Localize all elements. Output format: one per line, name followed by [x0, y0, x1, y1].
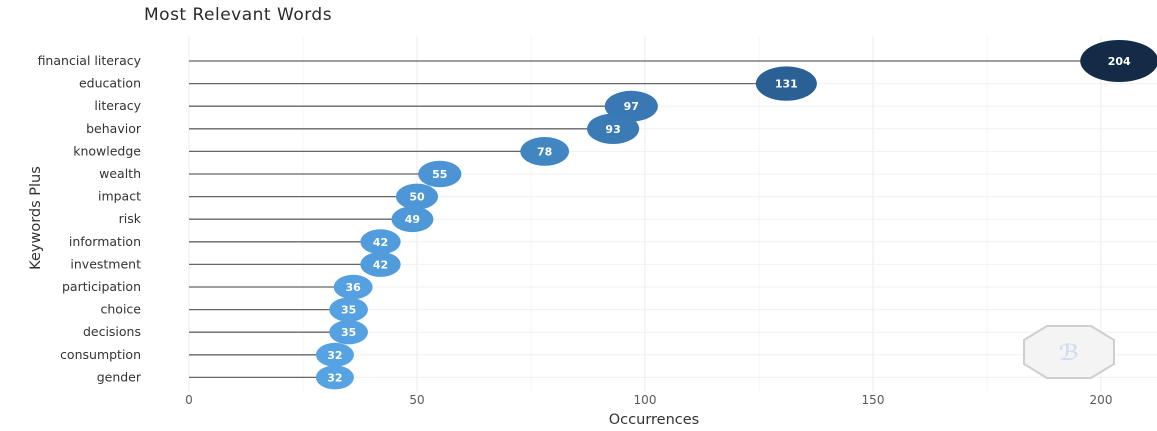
data-point-bubble[interactable]	[1080, 40, 1157, 82]
data-value-label: 42	[373, 258, 388, 271]
y-category-label: information	[69, 234, 141, 249]
y-category-label: consumption	[60, 347, 141, 362]
data-point-bubble[interactable]	[520, 136, 570, 166]
data-value-label: 35	[341, 326, 356, 339]
data-point-bubble[interactable]	[329, 320, 368, 345]
data-value-label: 35	[341, 304, 356, 317]
y-category-label: literacy	[94, 98, 141, 113]
stem-layer	[189, 60, 1120, 379]
y-category-label: financial literacy	[38, 53, 142, 68]
data-value-label: 93	[605, 123, 620, 136]
y-category-label: gender	[97, 369, 142, 384]
data-value-label: 36	[346, 281, 362, 294]
data-point-bubble[interactable]	[418, 160, 462, 188]
bibliometrix-hexagon-logo-icon: ℬ	[1023, 325, 1115, 379]
data-value-label: 97	[624, 100, 639, 113]
data-point-bubble[interactable]	[586, 113, 640, 144]
x-tick-label: 150	[862, 393, 885, 407]
data-point-bubble[interactable]	[315, 342, 354, 367]
y-category-label: risk	[119, 211, 142, 226]
x-tick-label: 0	[185, 393, 193, 407]
data-value-label: 131	[775, 78, 798, 91]
label-layer: 0 50 100 150 200 204 financial literacy 131 educ…	[38, 53, 1132, 407]
y-category-label: decisions	[83, 324, 141, 339]
x-tick-label: 50	[409, 393, 424, 407]
data-point-bubble[interactable]	[391, 206, 434, 233]
data-value-label: 32	[327, 349, 342, 362]
x-axis-title: Occurrences	[609, 412, 699, 428]
y-category-label: choice	[101, 302, 142, 317]
y-category-label: knowledge	[73, 143, 141, 158]
data-point-bubble[interactable]	[315, 365, 354, 390]
y-category-label: behavior	[86, 121, 142, 136]
data-point-bubble[interactable]	[755, 66, 817, 101]
y-category-label: investment	[70, 256, 141, 271]
y-category-label: wealth	[99, 166, 141, 181]
data-point-bubble[interactable]	[395, 183, 439, 210]
data-point-bubble[interactable]	[360, 229, 401, 255]
data-point-bubble[interactable]	[329, 297, 368, 322]
svg-text:ℬ: ℬ	[1059, 341, 1079, 366]
data-value-label: 204	[1108, 55, 1131, 68]
chart-title: Most Relevant Words	[144, 5, 333, 25]
x-tick-label: 200	[1090, 393, 1113, 407]
data-point-bubble[interactable]	[360, 251, 401, 277]
data-value-label: 49	[405, 213, 420, 226]
y-axis-title: Keywords Plus	[28, 166, 44, 270]
data-value-label: 50	[409, 191, 425, 204]
y-category-label: education	[79, 76, 141, 91]
bubble-layer	[315, 40, 1157, 390]
x-tick-label: 100	[634, 393, 657, 407]
y-category-label: participation	[62, 279, 141, 294]
y-category-label: impact	[98, 189, 141, 204]
data-value-label: 78	[537, 145, 552, 158]
data-value-label: 42	[373, 236, 388, 249]
data-value-label: 32	[327, 371, 342, 384]
data-value-label: 55	[432, 168, 447, 181]
data-point-bubble[interactable]	[333, 274, 373, 300]
